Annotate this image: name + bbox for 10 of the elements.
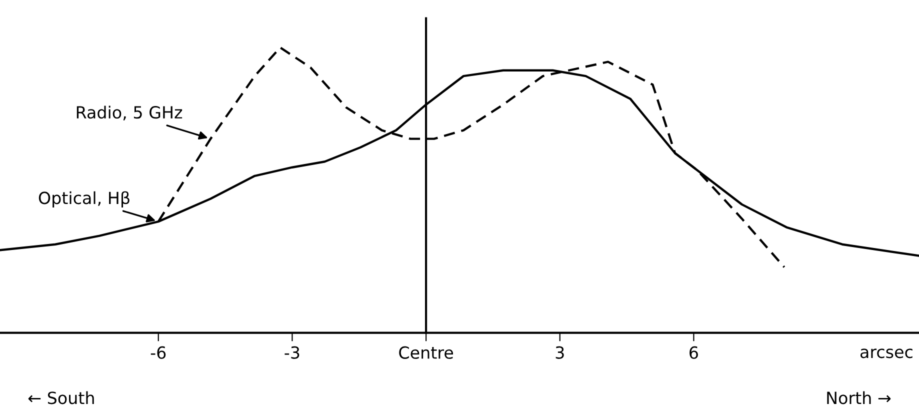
series-label: Optical, Hβ: [38, 191, 130, 208]
x-tick-label: Centre: [399, 346, 454, 359]
text: Radio, 5 GHz: [76, 106, 182, 120]
x-tick-label: 6: [690, 346, 698, 359]
text: North →: [827, 391, 891, 404]
x-tick-label: -3: [284, 346, 300, 359]
x-tick-label: -6: [150, 346, 166, 359]
x-tick-label: 3: [556, 346, 564, 359]
text: ← South: [28, 391, 94, 404]
x-axis-title: arcsec: [860, 348, 912, 358]
